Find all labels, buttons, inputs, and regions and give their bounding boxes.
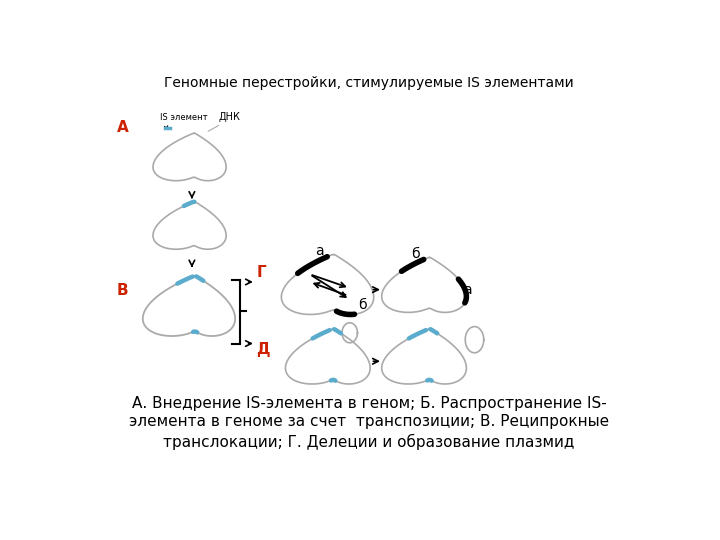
- Text: элемента в геноме за счет  транспозиции; В. Реципрокные: элемента в геноме за счет транспозиции; …: [129, 414, 609, 429]
- Text: б: б: [411, 247, 420, 261]
- Text: а: а: [463, 282, 472, 296]
- Text: В: В: [117, 283, 128, 298]
- Text: а: а: [315, 244, 324, 258]
- Text: Геномные перестройки, стимулируемые IS элементами: Геномные перестройки, стимулируемые IS э…: [164, 76, 574, 90]
- Text: Г: Г: [256, 265, 266, 280]
- Text: А: А: [117, 120, 128, 136]
- Text: транслокации; Г. Делеции и образование плазмид: транслокации; Г. Делеции и образование п…: [163, 434, 575, 450]
- Text: Д: Д: [256, 342, 270, 357]
- Text: IS элемент: IS элемент: [160, 113, 207, 122]
- Text: ДНК: ДНК: [219, 112, 240, 122]
- Text: б: б: [359, 298, 367, 312]
- Text: А. Внедрение IS-элемента в геном; Б. Распространение IS-: А. Внедрение IS-элемента в геном; Б. Рас…: [132, 396, 606, 411]
